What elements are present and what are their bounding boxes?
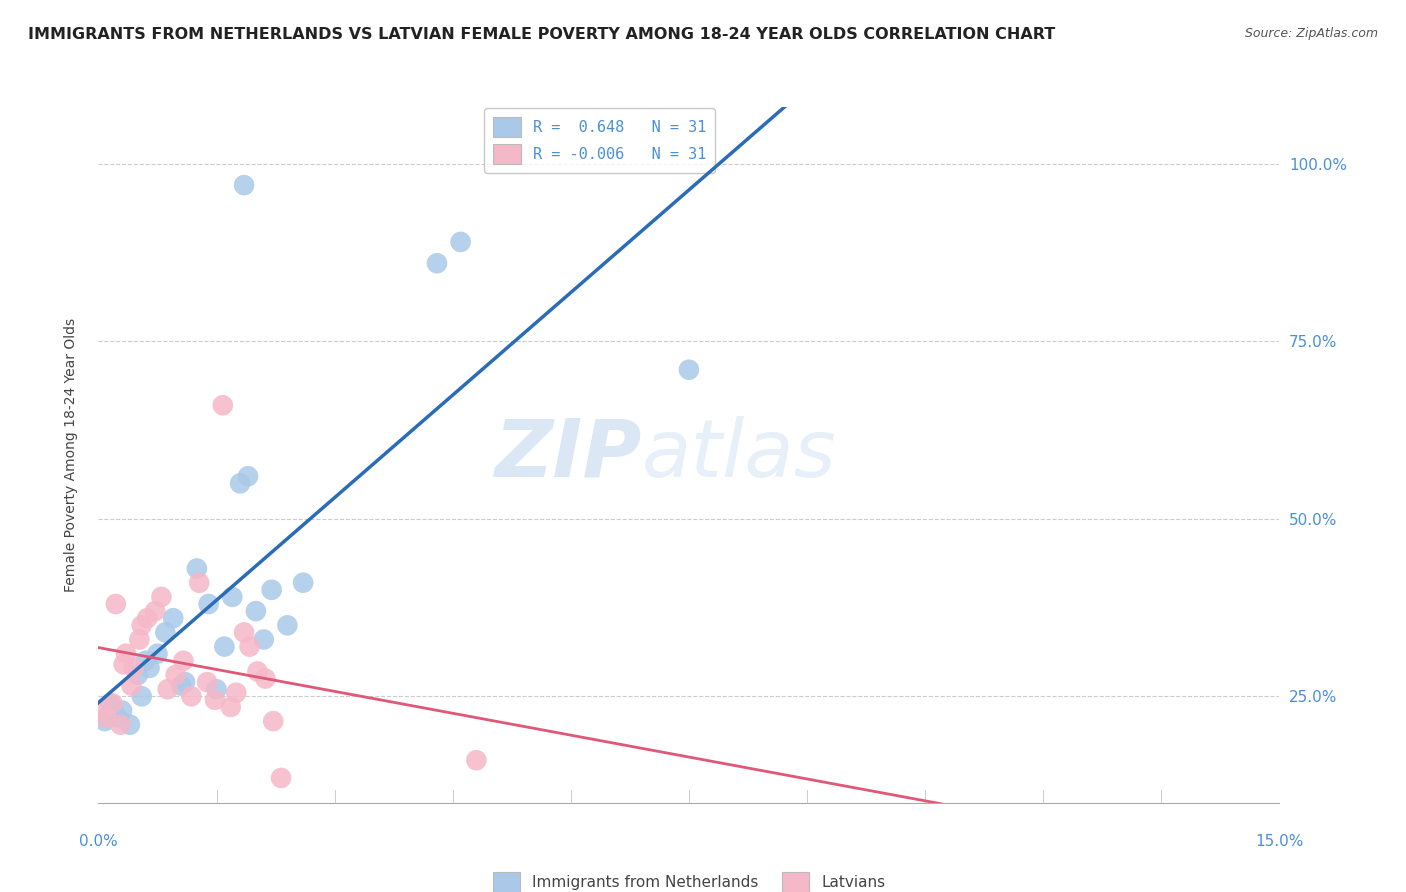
Point [146,647,169,661]
Point [156,682,179,697]
Point [143,604,166,618]
Point [211,398,233,412]
Point [155,625,177,640]
Point [426,256,449,270]
Point [131,618,153,632]
Point [91,704,114,718]
Point [276,618,298,632]
Point [127,668,149,682]
Point [465,753,488,767]
Point [233,625,256,640]
Point [93,714,115,728]
Point [180,690,202,704]
Point [112,657,135,672]
Point [214,640,236,654]
Point [245,604,267,618]
Point [118,717,141,731]
Point [188,575,211,590]
Point [172,654,194,668]
Point [170,679,193,693]
Text: 15.0%: 15.0% [1256,834,1303,849]
Point [174,675,197,690]
Text: IMMIGRANTS FROM NETHERLANDS VS LATVIAN FEMALE POVERTY AMONG 18-24 YEAR OLDS CORR: IMMIGRANTS FROM NETHERLANDS VS LATVIAN F… [28,27,1056,42]
Point [186,561,208,575]
Point [204,693,226,707]
Point [195,675,218,690]
Point [104,597,127,611]
Point [138,661,160,675]
Point [101,697,124,711]
Point [135,654,157,668]
Point [246,665,269,679]
Point [260,582,283,597]
Point [136,611,159,625]
Point [678,362,700,376]
Point [254,672,277,686]
Point [96,710,118,724]
Point [236,469,259,483]
Point [292,575,315,590]
Point [150,590,173,604]
Point [98,697,121,711]
Point [121,679,143,693]
Text: ZIP: ZIP [495,416,641,494]
Point [233,178,256,193]
Y-axis label: Female Poverty Among 18-24 Year Olds: Female Poverty Among 18-24 Year Olds [63,318,77,592]
Text: 0.0%: 0.0% [79,834,118,849]
Legend: Immigrants from Netherlands, Latvians: Immigrants from Netherlands, Latvians [486,866,891,892]
Point [122,661,145,675]
Point [107,710,129,724]
Point [205,682,228,697]
Point [197,597,219,611]
Point [101,700,124,714]
Point [110,717,132,731]
Point [162,611,184,625]
Text: Source: ZipAtlas.com: Source: ZipAtlas.com [1244,27,1378,40]
Point [111,704,134,718]
Point [229,476,252,491]
Point [128,632,150,647]
Point [131,690,153,704]
Point [165,668,187,682]
Point [115,647,138,661]
Point [450,235,472,249]
Point [262,714,284,728]
Point [225,686,247,700]
Point [270,771,292,785]
Point [253,632,276,647]
Point [221,590,243,604]
Point [239,640,262,654]
Text: atlas: atlas [641,416,837,494]
Point [219,700,242,714]
